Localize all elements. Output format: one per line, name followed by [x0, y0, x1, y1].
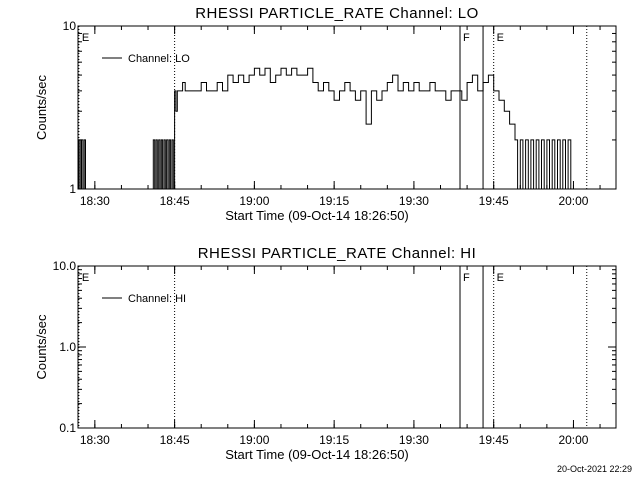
x-tick-label: 19:15 [319, 194, 349, 208]
marker-label: E [497, 272, 504, 284]
chart-title: RHESSI PARTICLE_RATE Channel: HI [198, 245, 477, 262]
marker-label: F [463, 272, 470, 284]
marker-label: E [82, 32, 89, 44]
plot-frame [77, 265, 617, 429]
x-tick-label: 20:00 [558, 433, 588, 447]
legend-label: Channel: LO [128, 53, 190, 65]
x-tick-label: 18:30 [80, 194, 110, 208]
x-tick-label: 19:30 [399, 433, 429, 447]
x-tick-label: 19:45 [479, 433, 509, 447]
x-tick-label: 19:45 [479, 194, 509, 208]
timestamp: 20-Oct-2021 22:29 [556, 464, 632, 474]
x-axis-label: Start Time (09-Oct-14 18:26:50) [225, 208, 409, 223]
x-tick-label: 19:15 [319, 433, 349, 447]
y-axis-label: Counts/sec [34, 314, 49, 380]
y-tick-label: 10 [63, 19, 77, 33]
x-tick-label: 18:45 [160, 194, 190, 208]
x-tick-label: 20:00 [558, 194, 588, 208]
y-axis-label: Counts/sec [34, 74, 49, 140]
legend-label: Channel: HI [128, 293, 186, 305]
plot-frame [77, 25, 617, 190]
chart-title: RHESSI PARTICLE_RATE Channel: LO [195, 5, 479, 22]
x-tick-label: 18:30 [80, 433, 110, 447]
y-tick-label: 10.0 [53, 259, 77, 273]
y-tick-label: 1.0 [59, 340, 76, 354]
y-tick-label: 1 [69, 182, 76, 196]
x-tick-label: 19:30 [399, 194, 429, 208]
y-tick-label: 0.1 [59, 421, 76, 435]
series-line [78, 67, 574, 190]
x-axis-label: Start Time (09-Oct-14 18:26:50) [225, 447, 409, 462]
marker-label: E [82, 272, 89, 284]
x-tick-label: 18:45 [160, 433, 190, 447]
marker-label: E [497, 32, 504, 44]
x-tick-label: 19:00 [239, 433, 269, 447]
x-tick-label: 19:00 [239, 194, 269, 208]
marker-label: F [463, 32, 470, 44]
